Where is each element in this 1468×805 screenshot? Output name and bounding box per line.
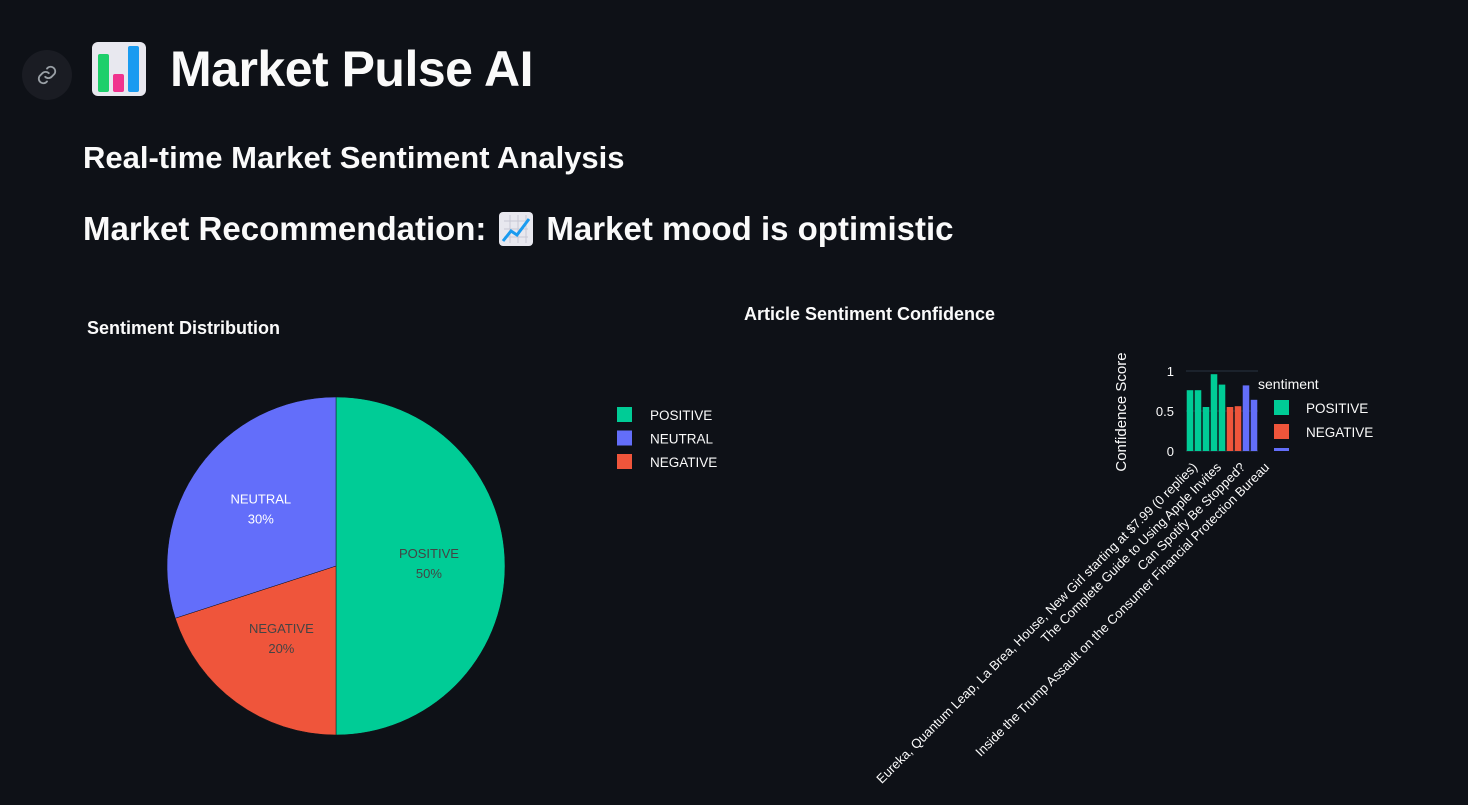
bar-chart-emoji-icon <box>92 42 146 96</box>
bar-positive[interactable] <box>1210 374 1218 451</box>
pie-slice-label: POSITIVE <box>399 546 459 561</box>
pie-slice-label: NEGATIVE <box>249 621 314 636</box>
page-subtitle: Real-time Market Sentiment Analysis <box>83 140 625 175</box>
pie-legend-item[interactable]: NEGATIVE <box>650 455 717 470</box>
bar-legend-item[interactable]: NEGATIVE <box>1306 425 1373 440</box>
link-button[interactable] <box>22 50 72 100</box>
bar-xtick-label: Eureka, Quantum Leap, La Brea, House, Ne… <box>873 460 1200 787</box>
recommendation-label: Market Recommendation: <box>83 210 487 247</box>
bar-negative[interactable] <box>1226 407 1234 451</box>
bar-legend-swatch[interactable] <box>1274 424 1289 439</box>
pie-legend-swatch[interactable] <box>617 430 632 446</box>
bar-legend-title: sentiment <box>1258 376 1319 392</box>
bar-xtick-label: The Complete Guide to Using Apple Invite… <box>1038 459 1225 646</box>
pie-slice-percent: 50% <box>416 566 442 581</box>
bar-positive[interactable] <box>1186 390 1194 451</box>
page-header: Market Pulse AI <box>90 40 534 98</box>
bar-positive[interactable] <box>1194 390 1202 451</box>
pie-chart-title: Sentiment Distribution <box>87 318 280 338</box>
bar-positive[interactable] <box>1218 384 1226 451</box>
bar-chart-title: Article Sentiment Confidence <box>744 304 996 324</box>
pie-slice-positive[interactable] <box>335 396 506 736</box>
pie-legend-swatch[interactable] <box>617 454 632 469</box>
chart-increasing-emoji-icon <box>499 212 534 246</box>
pie-slice-neutral[interactable] <box>166 396 337 619</box>
bar-legend-swatch-clipped <box>1274 448 1289 451</box>
market-recommendation: Market Recommendation: Market mood is op… <box>83 210 954 248</box>
bar-positive[interactable] <box>1202 407 1210 451</box>
pie-slice-label: NEUTRAL <box>230 491 291 506</box>
bar-ylabel: Confidence Score <box>1113 352 1130 471</box>
pie-slice-negative[interactable] <box>174 565 337 736</box>
link-icon <box>37 65 57 85</box>
bar-neutral[interactable] <box>1250 399 1258 451</box>
pie-slice-percent: 20% <box>268 641 294 656</box>
bar-negative[interactable] <box>1234 406 1242 451</box>
page-title: Market Pulse AI <box>170 41 534 97</box>
bar-ytick-label: 0.5 <box>1156 404 1174 419</box>
bar-xtick-label: Inside the Trump Assault on the Consumer… <box>972 460 1272 760</box>
bar-ytick-label: 0 <box>1167 444 1174 459</box>
pie-legend-item[interactable]: NEUTRAL <box>650 432 714 447</box>
pie-legend-item[interactable]: POSITIVE <box>650 408 712 423</box>
pie-legend-swatch[interactable] <box>617 407 632 422</box>
bar-ytick-label: 1 <box>1167 364 1174 379</box>
sentiment-pie-chart: POSITIVE 50% NEGATIVE 20% NEUTRAL 30% POSITIVE… <box>166 396 717 736</box>
bar-neutral[interactable] <box>1242 385 1250 451</box>
recommendation-text: Market mood is optimistic <box>546 210 954 247</box>
pie-slice-percent: 30% <box>248 511 274 526</box>
bar-legend-item[interactable]: POSITIVE <box>1306 401 1368 416</box>
bar-legend-swatch[interactable] <box>1274 400 1289 415</box>
